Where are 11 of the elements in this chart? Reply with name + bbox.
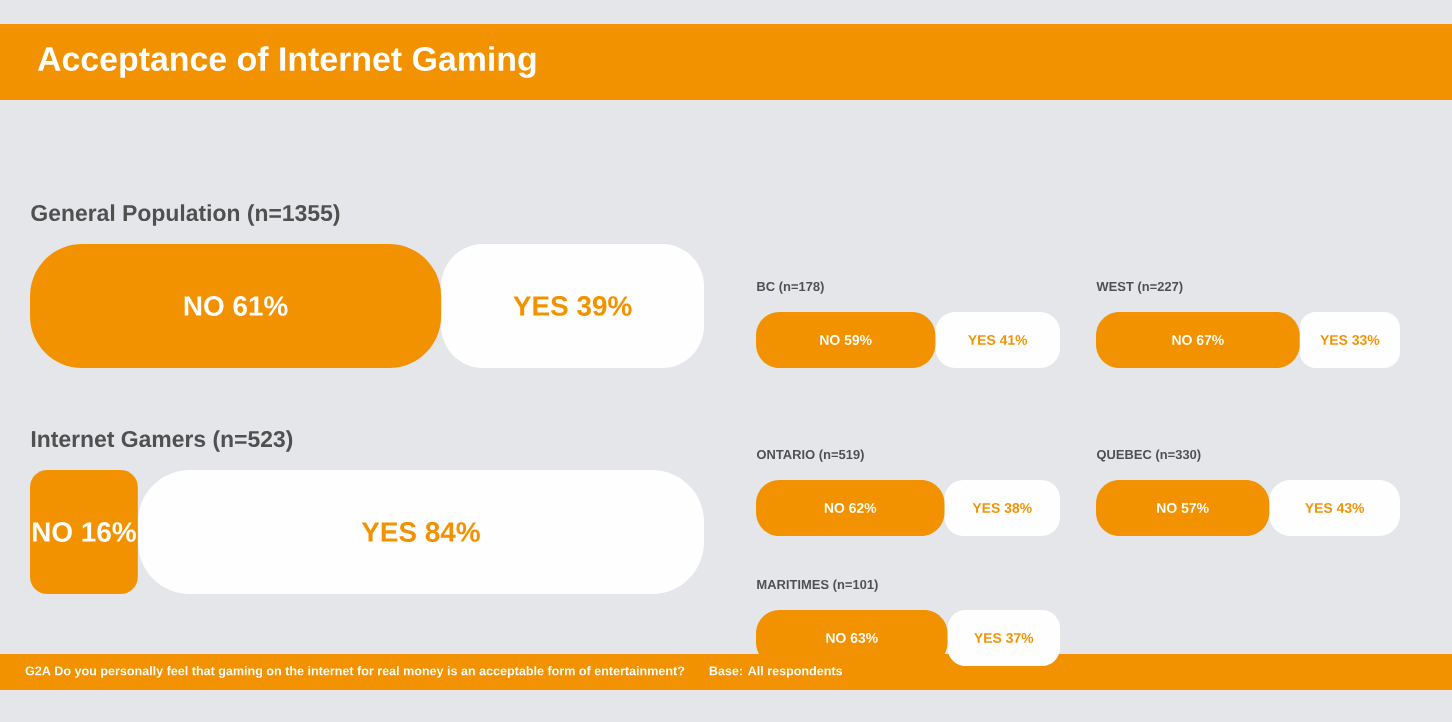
data-label: 84%	[425, 522, 480, 542]
series-label: YES	[513, 296, 568, 316]
chart-title: General Population (n=1355)	[31, 204, 340, 226]
data-label: 16%	[82, 522, 136, 542]
series-label: NO	[33, 522, 72, 542]
data-label: 61%	[233, 296, 288, 316]
series-label: NO	[184, 296, 224, 316]
data-label: 39%	[577, 296, 632, 316]
text: Acceptance of Internet Gaming	[37, 46, 536, 78]
series-label: YES	[361, 522, 416, 542]
chart-title: Internet Gamers (n=523)	[31, 430, 293, 452]
